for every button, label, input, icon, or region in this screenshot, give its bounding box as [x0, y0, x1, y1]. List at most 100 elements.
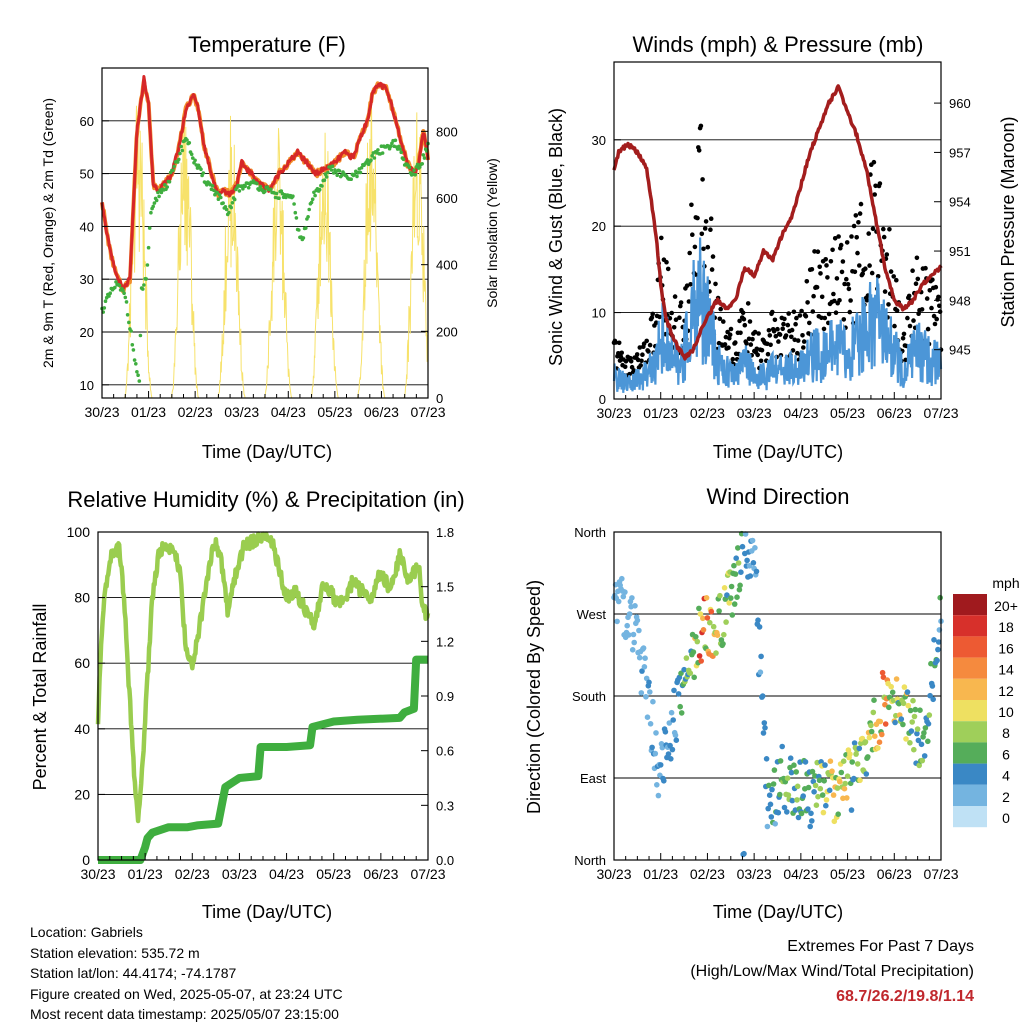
direction-point	[935, 639, 942, 645]
direction-point	[729, 612, 736, 618]
gust-point	[877, 181, 883, 186]
dewpoint-point	[274, 191, 279, 196]
dewpoint-point	[420, 162, 425, 166]
direction-point	[643, 694, 649, 700]
dewpoint-point	[232, 197, 237, 202]
direction-point	[909, 719, 915, 725]
dewpoint-point	[132, 358, 137, 362]
extremes-subtitle: (High/Low/Max Wind/Total Precipitation)	[690, 963, 974, 980]
y-left-tick-label: 10	[592, 306, 606, 321]
dewpoint-point	[156, 190, 160, 195]
gust-point	[892, 323, 897, 329]
gust-point	[866, 231, 871, 236]
direction-point	[849, 759, 855, 765]
direction-point	[669, 746, 676, 753]
direction-point	[713, 650, 719, 656]
direction-point	[816, 777, 823, 784]
gust-point	[664, 259, 669, 265]
dewpoint-point	[369, 158, 373, 162]
gust-point	[639, 358, 644, 364]
direction-point	[731, 601, 738, 607]
legend-label: 6	[1002, 746, 1010, 762]
gust-point	[856, 220, 861, 225]
direction-point	[795, 814, 802, 821]
direction-point	[775, 809, 782, 816]
direction-point	[889, 689, 896, 696]
dewpoint-point	[141, 287, 145, 291]
direction-point	[784, 775, 791, 781]
gust-point	[834, 276, 840, 281]
direction-point	[812, 782, 819, 789]
direction-point	[755, 617, 761, 623]
gust-point	[881, 234, 887, 240]
dewpoint-point	[123, 295, 128, 300]
direction-point	[930, 696, 936, 703]
gust-point	[847, 309, 853, 315]
gust-point	[800, 333, 805, 338]
direction-point	[760, 730, 767, 736]
gust-point	[771, 329, 777, 334]
dewpoint-point	[201, 171, 206, 175]
gust-point	[786, 311, 791, 316]
direction-point	[820, 809, 827, 816]
direction-point	[777, 758, 784, 764]
gust-point	[817, 264, 822, 270]
gust-point	[738, 330, 743, 336]
dewpoint-point	[401, 157, 406, 162]
dewpoint-point	[185, 138, 189, 142]
direction-point	[817, 785, 824, 792]
direction-point	[844, 773, 851, 779]
direction-point	[907, 740, 913, 746]
direction-point	[710, 623, 717, 630]
y-right-tick-label: 0.9	[436, 689, 454, 704]
x-tick-label: 07/23	[923, 405, 958, 421]
direction-point	[708, 608, 715, 615]
gust-point	[730, 356, 736, 362]
gust-point	[616, 351, 621, 356]
gust-point	[767, 333, 773, 338]
direction-point	[763, 756, 770, 762]
direction-point	[921, 730, 927, 736]
gust-point	[842, 281, 847, 287]
gust-point	[671, 325, 677, 330]
dewpoint-point	[230, 201, 235, 205]
gust-point	[844, 276, 849, 282]
gust-point	[678, 300, 684, 305]
gust-point	[790, 348, 796, 353]
rh-title: Relative Humidity (%) & Precipitation (i…	[67, 487, 464, 512]
legend-label: 18	[998, 619, 1014, 635]
direction-point	[911, 713, 918, 720]
dewpoint-point	[145, 263, 150, 267]
gust-point	[819, 315, 824, 321]
dewpoint-point	[172, 164, 176, 169]
x-tick-label: 04/23	[783, 866, 818, 882]
direction-point	[766, 792, 773, 798]
y-left-tick-label: 30	[592, 133, 606, 148]
direction-point	[800, 793, 806, 799]
direction-point	[829, 768, 835, 774]
x-tick-label: 03/23	[224, 404, 259, 420]
gust-point	[840, 259, 846, 264]
gust-point	[650, 311, 655, 317]
direction-point	[857, 777, 863, 784]
gust-point	[901, 331, 907, 337]
x-tick-label: 05/23	[317, 404, 352, 420]
legend-swatch	[953, 700, 987, 722]
direction-point	[716, 608, 722, 614]
y-left-tick-label: West	[577, 607, 607, 622]
gust-point	[695, 215, 700, 221]
gust-point	[794, 315, 799, 321]
x-tick-label: 02/23	[175, 866, 210, 882]
x-tick-label: 30/23	[80, 866, 115, 882]
direction-point	[638, 690, 645, 696]
dewpoint-point	[157, 194, 161, 199]
gust-point	[906, 293, 912, 299]
direction-point	[649, 744, 655, 751]
dewpoint-point	[237, 189, 242, 193]
gust-point	[888, 269, 894, 274]
direction-point	[915, 737, 922, 744]
direction-point	[870, 709, 877, 716]
direction-point	[741, 850, 747, 857]
gust-point	[783, 333, 789, 338]
